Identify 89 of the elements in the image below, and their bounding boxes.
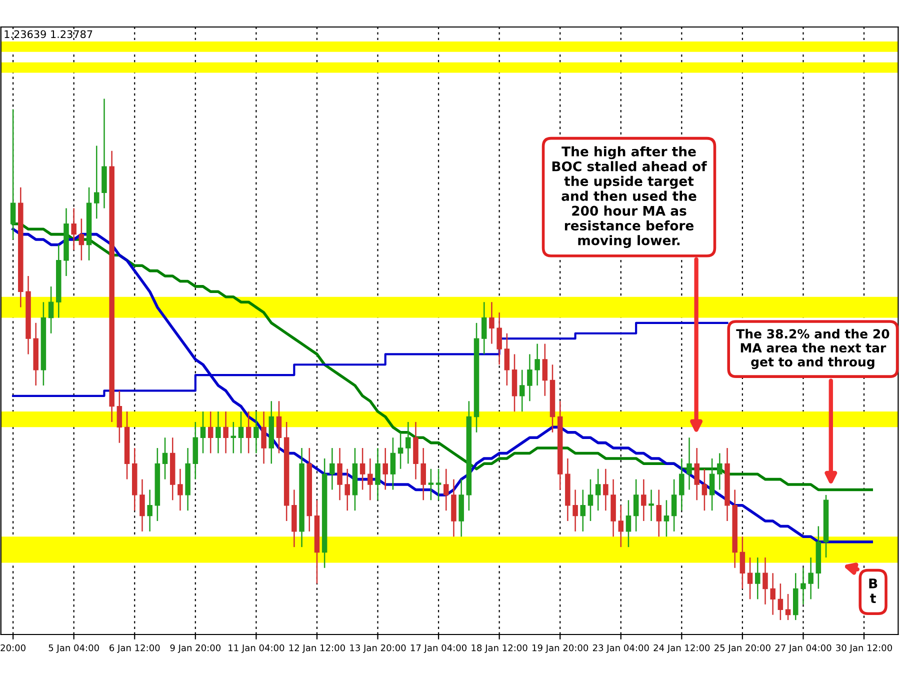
- candlestick: [178, 468, 183, 512]
- candlestick: [603, 468, 608, 512]
- x-tick-label: 25 Jan 20:00: [714, 644, 770, 653]
- candlestick: [489, 301, 494, 344]
- x-tick-label: 30 Jan 12:00: [836, 644, 892, 653]
- annotation: The 38.2% and the 20 MA area the next tar get to and throug: [736, 328, 890, 370]
- candlestick: [428, 468, 434, 501]
- candlestick: [770, 572, 776, 616]
- x-tick-label: 5 Jan 04:00: [48, 644, 99, 653]
- candlestick: [140, 478, 145, 532]
- candlestick: [800, 567, 806, 606]
- candlestick: [337, 447, 342, 501]
- candlestick: [747, 556, 753, 600]
- text: 1.23639 1.23787: [4, 30, 92, 38]
- candlestick: [664, 500, 670, 538]
- candlestick: [679, 458, 684, 512]
- candlestick: [200, 410, 206, 454]
- candlestick: [588, 478, 594, 522]
- candlestick: [162, 436, 168, 480]
- candlestick: [94, 145, 100, 220]
- candlestick: [261, 410, 266, 464]
- candlestick: [671, 478, 677, 532]
- candlestick: [116, 390, 122, 444]
- candlestick: [755, 556, 760, 600]
- candlestick: [626, 500, 632, 548]
- candlestick: [618, 504, 624, 548]
- candlestick: [216, 410, 221, 454]
- candlestick: [534, 343, 540, 386]
- candlestick: [71, 208, 76, 251]
- candlestick: [406, 421, 411, 464]
- candlestick: [360, 447, 366, 490]
- candlestick: [633, 478, 639, 532]
- annotation: The high after the BOC stalled ahead of the upside target and then used the 200 hour MA as resistance before moving lower.: [552, 146, 707, 248]
- x-tick-label: 20:00: [0, 644, 26, 652]
- candlestick: [147, 489, 152, 532]
- candlestick: [78, 218, 84, 262]
- candlestick: [542, 343, 548, 397]
- candlestick: [656, 489, 662, 538]
- candlestick: [778, 582, 784, 621]
- candlestick: [276, 400, 282, 454]
- candlestick: [444, 468, 449, 512]
- candlestick: [496, 312, 502, 366]
- x-tick-label: 19 Jan 20:00: [532, 644, 588, 653]
- candlestick: [330, 447, 335, 490]
- candlestick: [48, 286, 54, 334]
- x-tick-label: 27 Jan 04:00: [775, 644, 832, 653]
- candlestick: [709, 458, 715, 512]
- candlestick: [208, 410, 214, 454]
- candlestick: [420, 447, 426, 501]
- candlestick: [230, 421, 236, 454]
- candlestick: [375, 447, 380, 501]
- x-tick-label: 9 Jan 20:00: [170, 644, 221, 653]
- candlestick: [580, 489, 586, 532]
- candlestick: [785, 593, 791, 621]
- candlestick: [572, 489, 578, 532]
- candlestick: [10, 108, 16, 240]
- candlestick: [398, 432, 404, 470]
- x-tick-label: 17 Jan 04:00: [410, 644, 467, 653]
- candlestick: [344, 468, 350, 512]
- candlestick: [519, 369, 525, 412]
- x-tick-label: 18 Jan 12:00: [472, 644, 528, 653]
- candlestick: [648, 489, 654, 522]
- candlestick: [223, 410, 228, 454]
- candlestick: [368, 458, 373, 501]
- candlestick: [390, 436, 396, 490]
- candlestick: [740, 536, 746, 590]
- candlestick: [254, 410, 259, 454]
- candlestick: [762, 556, 768, 606]
- candlestick: [808, 556, 814, 600]
- x-tick-label: 11 Jan 04:00: [228, 644, 284, 653]
- candlestick: [686, 436, 692, 490]
- candlestick: [717, 452, 722, 490]
- candlestick: [436, 468, 442, 501]
- candlestick: [527, 354, 532, 402]
- x-tick-label: 12 Jan 12:00: [289, 644, 345, 653]
- candlestick: [641, 478, 646, 522]
- annotation: B t: [869, 578, 878, 604]
- x-tick-label: 24 Jan 12:00: [654, 644, 710, 653]
- candlestick: [238, 410, 244, 454]
- candlestick: [694, 447, 700, 501]
- candlestick: [246, 410, 252, 454]
- candlestick: [595, 468, 601, 512]
- x-tick-label: 23 Jan 04:00: [592, 644, 649, 653]
- x-tick-label: 13 Jan 20:00: [350, 644, 406, 653]
- candlestick: [504, 332, 510, 386]
- candlestick: [382, 447, 388, 490]
- x-tick-label: 6 Jan 12:00: [110, 644, 160, 653]
- candlestick: [481, 301, 487, 355]
- candlestick: [702, 468, 708, 512]
